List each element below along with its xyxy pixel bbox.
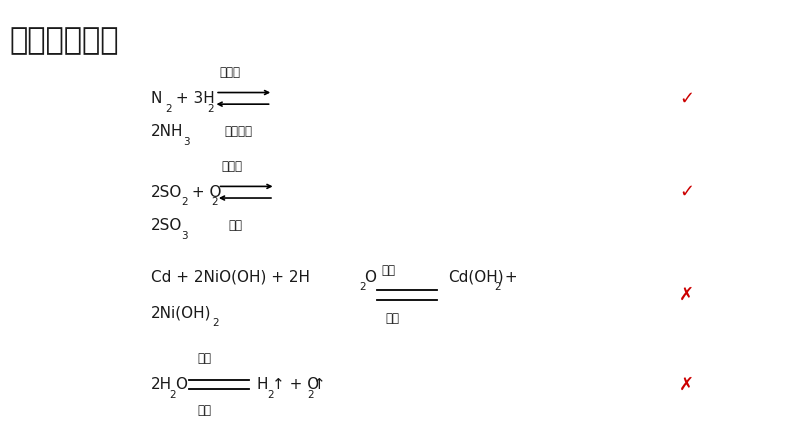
Text: 2Ni(OH): 2Ni(OH) [151,305,211,320]
Text: 2: 2 [169,390,175,400]
Text: 点燃: 点燃 [197,404,211,417]
Text: 电解: 电解 [197,352,211,365]
Text: 2H: 2H [151,377,172,392]
Text: N: N [151,91,162,106]
Text: 高温: 高温 [229,219,243,232]
Text: 催化剂: 催化剂 [219,66,240,79]
Text: 放电: 放电 [381,264,395,277]
Text: 催化剂: 催化剂 [222,160,242,173]
Text: O: O [364,270,376,285]
Text: 2: 2 [267,390,273,400]
Text: 2: 2 [207,104,214,114]
Text: 2SO: 2SO [151,218,183,233]
Text: 二、推进新课: 二、推进新课 [10,26,119,55]
Text: O: O [175,377,187,392]
Text: 2: 2 [181,198,187,207]
Text: +: + [500,270,518,285]
Text: ✗: ✗ [679,286,694,304]
Text: 2SO: 2SO [151,185,183,200]
Text: 2: 2 [359,283,365,292]
Text: 2: 2 [211,198,218,207]
Text: 3: 3 [183,137,190,147]
Text: 高温高压: 高温高压 [225,125,252,139]
Text: 2: 2 [495,283,501,292]
Text: ✓: ✓ [679,89,694,107]
Text: 2: 2 [307,390,314,400]
Text: 3: 3 [181,231,187,241]
Text: ↑: ↑ [313,377,326,392]
Text: 2: 2 [212,318,218,328]
Text: 2: 2 [165,104,172,114]
Text: ↑ + O: ↑ + O [272,377,320,392]
Text: ✓: ✓ [679,183,694,201]
Text: ✗: ✗ [679,375,694,393]
Text: 充电: 充电 [385,312,399,325]
Text: + 3H: + 3H [171,91,214,106]
Text: Cd + 2NiO(OH) + 2H: Cd + 2NiO(OH) + 2H [151,270,310,285]
Text: 2NH: 2NH [151,124,183,139]
Text: + O: + O [187,185,221,200]
Text: Cd(OH): Cd(OH) [449,270,504,285]
Text: H: H [256,377,268,392]
